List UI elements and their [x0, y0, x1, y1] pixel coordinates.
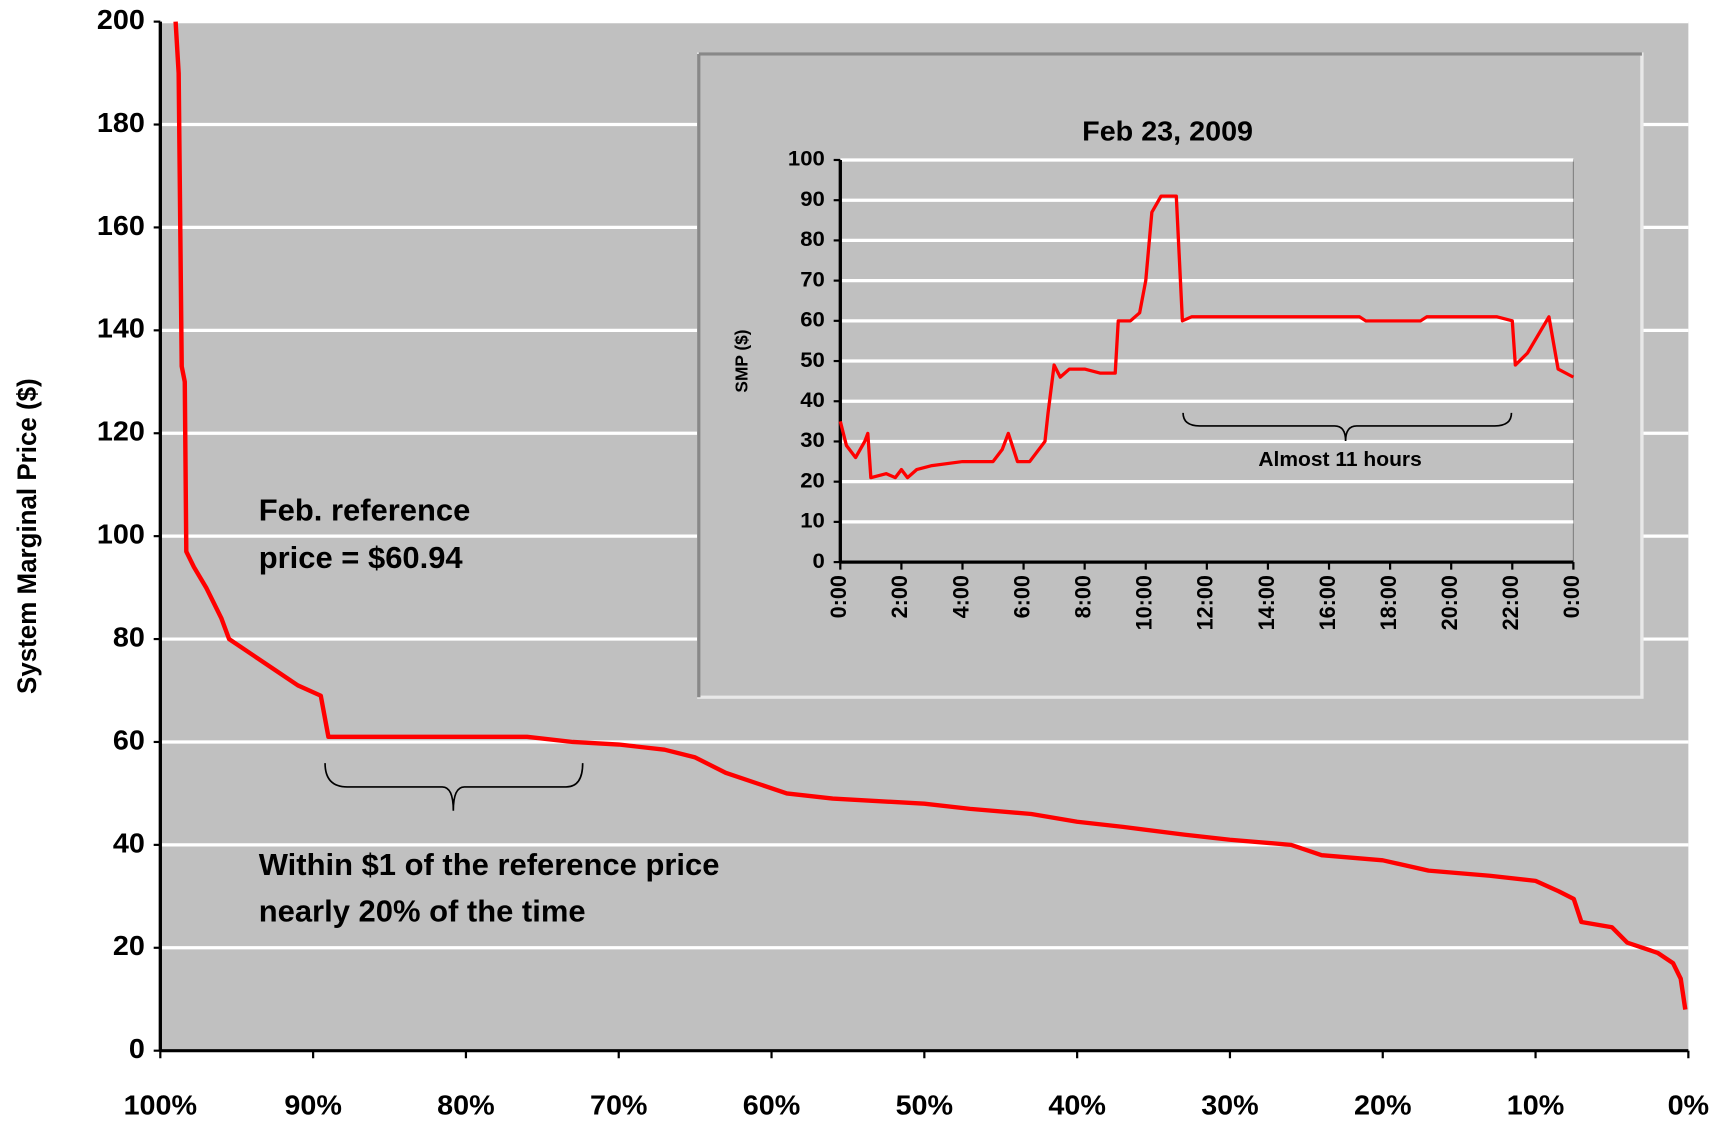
- x-tick-label: 6:00: [1009, 575, 1034, 618]
- x-tick-label: 14:00: [1254, 575, 1279, 630]
- y-tick-label: 30: [800, 427, 825, 452]
- x-tick-label: 0:00: [1559, 575, 1584, 618]
- line-series: [173, 21, 1688, 1010]
- y-tick-label: 60: [113, 725, 145, 757]
- y-tick-label: 80: [113, 622, 145, 654]
- x-tick-label: 100%: [124, 1090, 197, 1122]
- x-tick-label: 4:00: [948, 575, 973, 618]
- y-axis-label: SMP ($): [732, 329, 752, 392]
- y-tick-label: 120: [97, 416, 145, 448]
- y-tick-label: 20: [800, 468, 825, 493]
- x-tick-label: 40%: [1048, 1090, 1105, 1122]
- annotation: price = $60.94: [259, 541, 463, 575]
- y-tick-label: 160: [97, 210, 145, 242]
- y-tick-label: 140: [97, 313, 145, 345]
- x-tick-label: 8:00: [1070, 575, 1095, 618]
- x-tick-label: 2:00: [887, 575, 912, 618]
- y-tick-label: 100: [788, 146, 825, 171]
- brace: [1182, 412, 1513, 442]
- y-tick-label: 200: [97, 4, 145, 36]
- x-tick-label: 16:00: [1315, 575, 1340, 630]
- x-tick-label: 18:00: [1376, 575, 1401, 630]
- y-tick-label: 50: [800, 347, 825, 372]
- y-tick-label: 0: [129, 1033, 145, 1065]
- y-tick-label: 180: [97, 107, 145, 139]
- x-tick-label: 10:00: [1131, 575, 1156, 630]
- annotation: Almost 11 hours: [1258, 448, 1421, 471]
- line-series: [838, 194, 1575, 480]
- y-tick-label: 20: [113, 930, 145, 962]
- annotation: nearly 20% of the time: [259, 895, 586, 929]
- x-tick-label: 20:00: [1437, 575, 1462, 630]
- x-tick-label: 0:00: [826, 575, 851, 618]
- brace: [324, 763, 584, 811]
- y-tick-label: 90: [800, 186, 825, 211]
- chart-title: Feb 23, 2009: [1082, 116, 1253, 148]
- annotation: Feb. reference: [259, 494, 471, 528]
- y-tick-label: 10: [800, 508, 825, 533]
- x-tick-label: 20%: [1354, 1090, 1411, 1122]
- y-tick-label: 80: [800, 226, 825, 251]
- inset-chart: 0 10 20 30 40 50 60 70 80 90 100 0:00 2:00 4:00 6:00 8:…: [732, 116, 1585, 631]
- x-tick-label: 30%: [1201, 1090, 1258, 1122]
- x-tick-label: 70%: [590, 1090, 647, 1122]
- x-tick-label: 90%: [284, 1090, 341, 1122]
- x-tick-label: 0%: [1668, 1090, 1710, 1122]
- x-tick-label: 10%: [1507, 1090, 1564, 1122]
- y-tick-label: 0: [813, 548, 825, 573]
- x-tick-label: 22:00: [1498, 575, 1523, 630]
- x-tick-label: 80%: [437, 1090, 494, 1122]
- annotation: Within $1 of the reference price: [259, 848, 720, 882]
- y-tick-label: 60: [800, 307, 825, 332]
- y-tick-label: 40: [113, 828, 145, 860]
- x-tick-label: 12:00: [1192, 575, 1217, 630]
- y-tick-label: 70: [800, 267, 825, 292]
- x-tick-label: 60%: [743, 1090, 800, 1122]
- x-tick-label: 50%: [896, 1090, 953, 1122]
- y-tick-label: 40: [800, 387, 825, 412]
- y-axis-label: System Marginal Price ($): [11, 378, 41, 694]
- y-tick-label: 100: [97, 519, 145, 551]
